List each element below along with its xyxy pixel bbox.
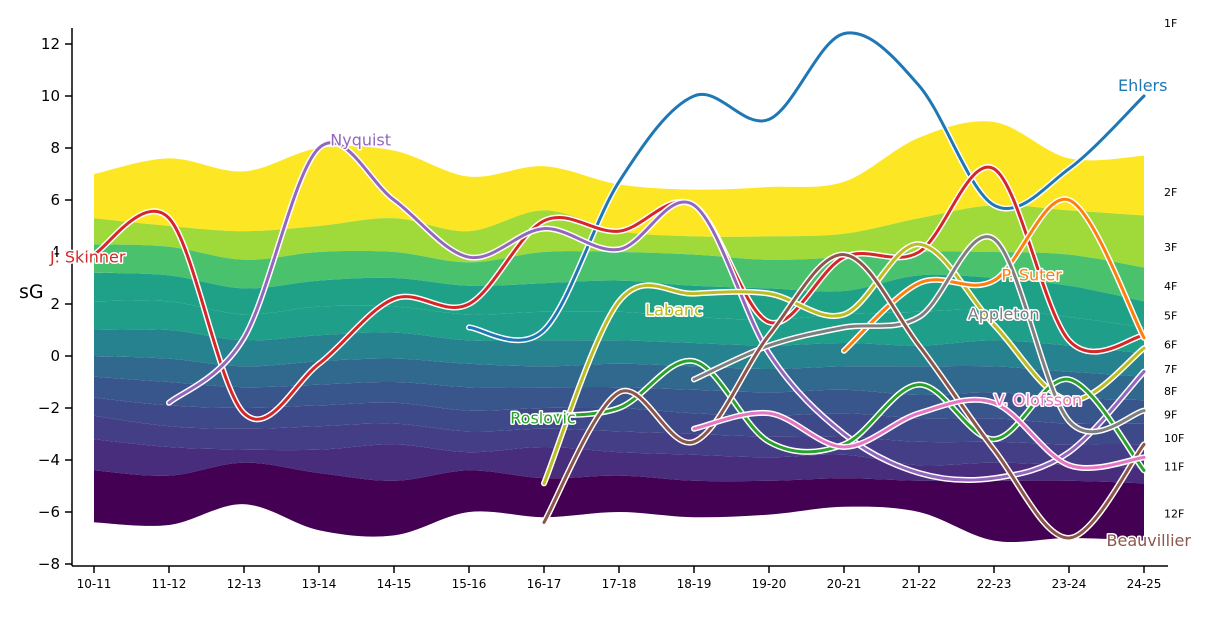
series-line-p-suter bbox=[842, 197, 1146, 353]
x-tick-label: 11-12 bbox=[152, 577, 187, 591]
series-line-roslovic bbox=[542, 359, 1146, 472]
x-tick-label: 19-20 bbox=[752, 577, 787, 591]
series-label-nyquist: Nyquist bbox=[330, 130, 391, 149]
x-tick-label: 14-15 bbox=[377, 577, 412, 591]
x-tick-label: 23-24 bbox=[1052, 577, 1087, 591]
band-area-6F bbox=[94, 329, 1144, 377]
x-tick-label: 10-11 bbox=[77, 577, 112, 591]
series-label-beauvillier: Beauvillier bbox=[1107, 531, 1192, 550]
series-line-labanc bbox=[542, 242, 1146, 485]
series-label-ehlers: Ehlers bbox=[1118, 76, 1167, 95]
y-axis-title: sG bbox=[19, 281, 44, 303]
y-tick-label: 0 bbox=[50, 347, 60, 365]
y-tick-label: −6 bbox=[38, 503, 60, 521]
x-tick-label: 16-17 bbox=[527, 577, 562, 591]
x-tick-label: 13-14 bbox=[302, 577, 337, 591]
y-tick-label: 4 bbox=[50, 243, 60, 261]
band-label-6F: 6F bbox=[1164, 338, 1177, 351]
series-line-j-skinner bbox=[92, 165, 1146, 421]
series-line-v-olofsson bbox=[692, 398, 1146, 470]
band-label-9F: 9F bbox=[1164, 409, 1177, 422]
series-label-j-skinner: J. Skinner bbox=[49, 247, 126, 266]
band-label-1F: 1F bbox=[1164, 17, 1177, 30]
band-area-2F bbox=[94, 204, 1144, 268]
x-tick-label: 15-16 bbox=[452, 577, 487, 591]
y-tick-label: −8 bbox=[38, 555, 60, 573]
y-tick-label: −2 bbox=[38, 399, 60, 417]
series-lines bbox=[91, 29, 1147, 542]
band-label-5F: 5F bbox=[1164, 310, 1177, 323]
x-tick-label: 22-23 bbox=[977, 577, 1012, 591]
y-tick-label: 10 bbox=[41, 87, 60, 105]
band-label-12F: 12F bbox=[1164, 507, 1184, 520]
y-tick-label: 6 bbox=[50, 191, 60, 209]
x-tick-label: 12-13 bbox=[227, 577, 262, 591]
series-line-ehlers bbox=[467, 31, 1146, 342]
band-labels: 1F 2F 3F 4F 5F 6F 7F 8F 9F 10F 11F 12F bbox=[1164, 17, 1184, 520]
x-tick-label: 24-25 bbox=[1127, 577, 1162, 591]
y-tick-label: −4 bbox=[38, 451, 60, 469]
x-tick-label: 21-22 bbox=[902, 577, 937, 591]
band-label-8F: 8F bbox=[1164, 385, 1177, 398]
band-label-7F: 7F bbox=[1164, 363, 1177, 376]
series-line-beauvillier bbox=[542, 253, 1146, 540]
band-area-7F bbox=[94, 356, 1144, 401]
y-tick-label: 8 bbox=[50, 139, 60, 157]
band-area-12F bbox=[94, 462, 1144, 543]
series-line-nyquist bbox=[167, 141, 1146, 482]
axes: sG −8 −6 −4 −2 0 2 4 6 8 10 12 10-11 11-12 12-13 13-14… bbox=[19, 28, 1168, 591]
series-label-v-olofsson: V. Olofsson bbox=[994, 390, 1082, 409]
band-label-3F: 3F bbox=[1164, 241, 1177, 254]
series-label-p-suter: P. Suter bbox=[1002, 266, 1063, 285]
series-labels: Ehlers J. Skinner Nyquist Labanc Roslovic P. … bbox=[48, 74, 1193, 551]
series-label-roslovic: Roslovic bbox=[510, 409, 575, 428]
series-label-appleton: Appleton bbox=[968, 305, 1040, 324]
series-label-labanc: Labanc bbox=[645, 301, 703, 320]
band-label-4F: 4F bbox=[1164, 280, 1177, 293]
x-tick-label: 18-19 bbox=[677, 577, 712, 591]
series-line-appleton bbox=[692, 235, 1146, 434]
band-label-11F: 11F bbox=[1164, 461, 1184, 474]
x-tick-label: 17-18 bbox=[602, 577, 637, 591]
band-label-10F: 10F bbox=[1164, 432, 1184, 445]
band-area-1F bbox=[94, 121, 1144, 237]
band-label-2F: 2F bbox=[1164, 186, 1177, 199]
y-tick-label: 12 bbox=[41, 35, 60, 53]
x-tick-label: 20-21 bbox=[827, 577, 862, 591]
band-area-11F bbox=[94, 439, 1144, 484]
y-tick-label: 2 bbox=[50, 295, 60, 313]
